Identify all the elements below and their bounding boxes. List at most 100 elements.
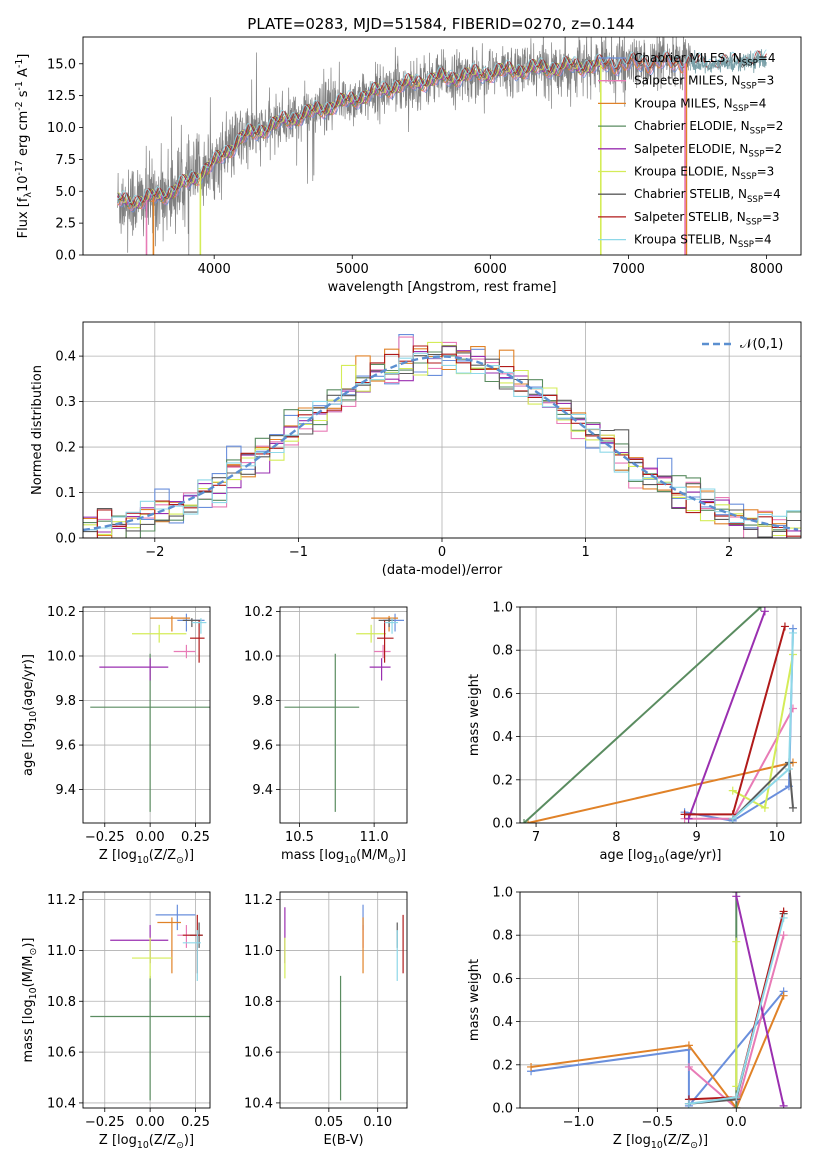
x-tick-label: 2 [725,545,733,560]
x-tick-label: 0.05 [314,1115,343,1130]
legend-label-salpeter-stelib: Salpeter STELIB, NSSP=3 [634,210,780,228]
x-tick-label: 11.0 [360,830,389,845]
y-tick-label: 1.0 [492,601,513,616]
spectrum-axes: 4000 5000 6000 7000 8000 0.0 2.5 5.0 7.5 10.0 12.5… [47,57,783,277]
y-tick-label: 10.8 [47,995,76,1010]
weight-line-kroupa-miles [530,995,785,1108]
weight-marker-kroupa-elodie [728,786,737,795]
residuals-y-axis-label: Normed distribution [30,365,45,495]
weight-marker-kroupa-elodie [732,937,741,946]
massweight-vs-age-frame [519,606,802,824]
x-tick-label: 0.25 [181,1115,210,1130]
weight-line-salpeter-elodie [687,610,766,820]
weight-marker-salpeter-stelib [680,810,689,819]
y-tick-label: 10.4 [244,1096,273,1111]
age-vs-Z-axes: −0.25 0.00 0.25 9.4 9.6 9.8 10.0 10.2 [47,605,210,845]
weight-marker-kroupa-miles [684,1041,693,1050]
y-tick-label: 0.2 [492,773,513,788]
spectrum-data-line [117,37,691,255]
mass-vs-ebv-frame [279,891,408,1109]
weight-marker-salpeter-stelib [780,622,789,631]
massweight-vs-Z-x-axis-label: Z [log10(Z/Z⊙)] [613,1133,708,1151]
age-vs-Z-frame [82,606,211,824]
weight-line-kroupa-miles [527,761,794,823]
y-tick-label: 0.4 [492,1015,513,1030]
x-tick-label: 7 [532,830,540,845]
legend-label-chabrier-elodie: Chabrier ELODIE, NSSP=2 [634,119,783,137]
x-tick-label: 8 [612,830,620,845]
massweight-vs-Z-axes: −1.0 −0.5 0.0 0.0 0.2 0.4 0.6 0.8 1.0 [492,886,801,1130]
y-tick-label: 10.4 [47,1096,76,1111]
y-tick-label: 9.4 [55,783,76,798]
weight-marker-salpeter-elodie [684,814,693,823]
y-tick-label: 9.8 [252,694,273,709]
x-tick-label: 0.10 [363,1115,392,1130]
weight-marker-salpeter-elodie [732,892,741,901]
y-tick-label: 5.0 [55,185,76,200]
weight-marker-kroupa-elodie [760,803,769,812]
figure-title: PLATE=0283, MJD=51584, FIBERID=0270, z=0… [247,15,634,33]
y-tick-label: 0.3 [55,395,76,410]
y-tick-label: 11.0 [47,944,76,959]
massweight-vs-age-axes: 7 8 9 10 0.0 0.2 0.4 0.6 0.8 1.0 [492,601,801,845]
mass-vs-Z-x-axis-label: Z [log10(Z/Z⊙)] [99,1133,194,1151]
legend-label-kroupa-elodie: Kroupa ELODIE, NSSP=3 [634,165,774,183]
age-vs-mass-frame [279,606,408,824]
y-tick-label: 0.8 [492,644,513,659]
histogram-kroupa-elodie [83,341,801,537]
age-vs-mass-axes: 10.5 11.0 9.4 9.6 9.8 10.0 10.2 [244,605,407,845]
legend-label-salpeter-miles: Salpeter MILES, NSSP=3 [634,74,774,92]
y-tick-label: 0.0 [492,1102,513,1117]
y-tick-label: 10.0 [47,649,76,664]
residuals-plot [83,334,801,538]
x-tick-label: 8000 [750,262,783,277]
mass-vs-Z-plot [90,904,210,1101]
mass-vs-ebv-plot [284,904,404,1101]
massweight-vs-Z-plot [527,892,788,1108]
x-tick-label: 9 [692,830,700,845]
spectrum-y-axis-label: Flux [fλ10-17 erg cm-2 s-1 A-1] [14,54,34,239]
x-tick-label: −0.25 [85,830,125,845]
model-line-kroupa-stelib [117,49,767,204]
spectrum-tail-line [690,49,767,74]
age-vs-Z-y-axis-label: age [log10(age/yr)] [21,654,39,776]
weight-marker-salpeter-miles [779,931,788,940]
residuals-frame [82,321,802,539]
y-tick-label: 12.5 [47,89,76,104]
massweight-vs-age-y-axis-label: mass weight [467,674,482,756]
y-tick-label: 11.2 [47,893,76,908]
spectrum-legend: Chabrier MILES, NSSP=4 Salpeter MILES, NS… [598,51,783,250]
y-tick-label: 0.4 [55,350,76,365]
mass-vs-Z-frame [82,891,211,1109]
weight-line-chabrier-elodie [523,607,762,823]
weight-marker-salpeter-miles [684,1062,693,1071]
legend-label-kroupa-stelib: Kroupa STELIB, NSSP=4 [634,233,772,251]
y-tick-label: 10.2 [47,605,76,620]
weight-marker-chabrier-stelib [788,803,797,812]
y-tick-label: 0.1 [55,486,76,501]
spectrum-plot [117,37,767,255]
massweight-vs-Z-y-axis-label: mass weight [467,959,482,1041]
x-tick-label: −0.25 [85,1115,125,1130]
y-tick-label: 10.0 [244,649,273,664]
y-tick-label: 0.0 [55,532,76,547]
weight-marker-kroupa-stelib [684,1099,693,1108]
weight-marker-chabrier-elodie [732,1104,741,1108]
mass-vs-ebv-x-axis-label: E(B-V) [323,1133,363,1148]
y-tick-label: 10.8 [244,995,273,1010]
y-tick-label: 0.6 [492,687,513,702]
y-tick-label: 10.2 [244,605,273,620]
age-vs-Z-plot [90,613,210,812]
x-tick-label: 10 [769,830,786,845]
y-tick-label: 2.5 [55,217,76,232]
mass-vs-Z-y-axis-label: mass [log10(M/M⊙)] [21,937,39,1062]
mass-vs-ebv-axes: 0.05 0.10 10.4 10.6 10.8 11.0 11.2 [244,892,407,1130]
weight-marker-salpeter-elodie [760,607,769,616]
x-tick-label: 10.5 [285,830,314,845]
weight-marker-kroupa-stelib [788,628,797,637]
y-tick-label: 11.0 [244,944,273,959]
weight-marker-salpeter-elodie [779,1101,788,1108]
y-tick-label: 0.2 [492,1058,513,1073]
model-line-salpeter-stelib [117,50,767,206]
x-tick-label: 0 [438,545,446,560]
